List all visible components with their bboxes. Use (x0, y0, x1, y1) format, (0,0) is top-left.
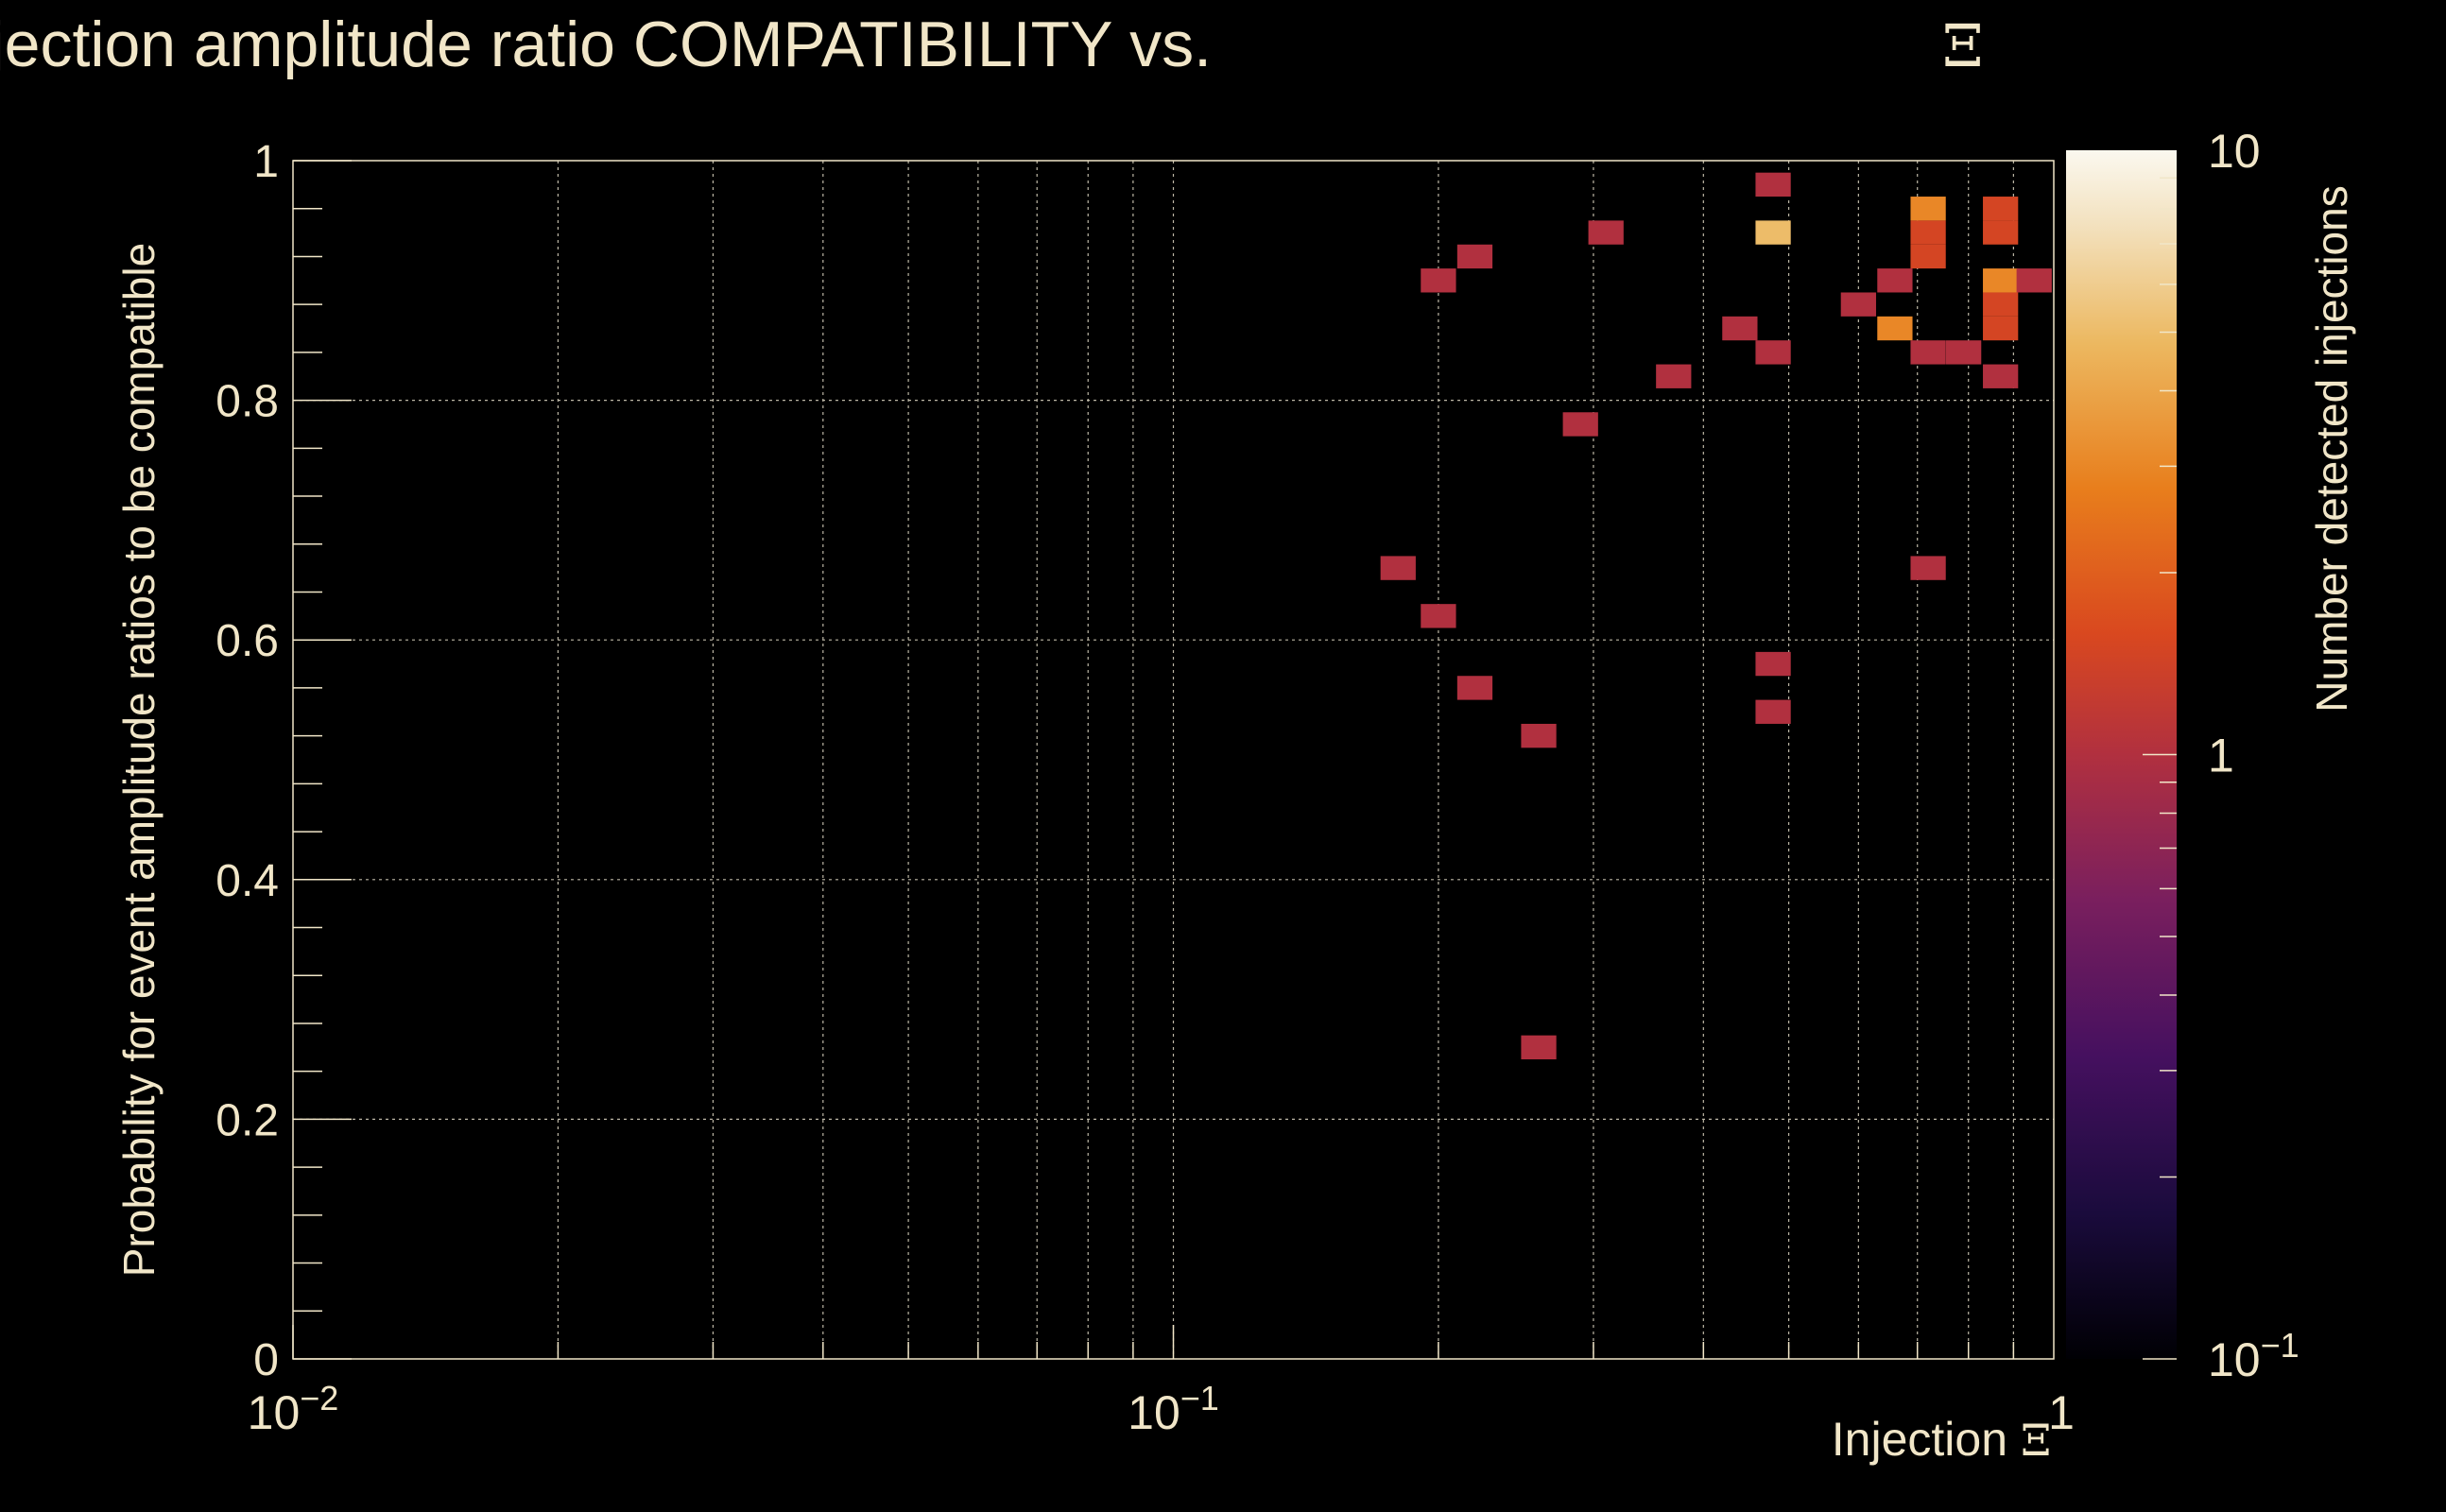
title-xi-symbol: Ξ (1942, 11, 1984, 80)
axis-ticks (292, 160, 2015, 1360)
heatmap-cell (1755, 172, 1791, 198)
heatmap-cell (1983, 197, 2019, 221)
x-tick-exponent: −2 (300, 1379, 338, 1418)
heatmap-cell (1755, 699, 1791, 724)
x-tick-base: 10 (248, 1386, 301, 1439)
x-tick-label: 10−1 (1128, 1379, 1219, 1439)
heatmap-cell (1983, 316, 2019, 341)
heatmap-cell (1983, 268, 2019, 293)
y-axis-label: Probability for event amplitude ratios t… (114, 243, 164, 1277)
x-tick-exponent: −1 (1180, 1379, 1219, 1418)
heatmap-cell (1755, 651, 1791, 677)
x-axis-label: Injection (1832, 1413, 2007, 1466)
color-scale-tick-base: 1 (2208, 730, 2234, 782)
heatmap-cell (1946, 340, 1982, 365)
x-tick-labels: 10−2 10−1 1 (248, 1379, 2075, 1439)
y-tick-labels: 0 0.2 0.4 0.6 0.8 1 (215, 137, 279, 1385)
heatmap-cell (1588, 220, 1624, 245)
heatmap-cell (1722, 316, 1758, 341)
x-tick-base: 1 (2048, 1386, 2075, 1439)
color-scale-tick-label: 10 (2208, 125, 2261, 178)
heatmap-cell (1910, 220, 1946, 245)
heatmap-cell (1840, 292, 1876, 317)
heatmap-cell (1910, 197, 1946, 221)
heatmap-cell (1456, 244, 1493, 269)
color-scale-tick-label: 1 (2208, 730, 2234, 782)
heatmap-cell (1877, 268, 1913, 293)
x-tick-label: 1 (2048, 1386, 2075, 1439)
y-tick-label: 0.4 (215, 856, 279, 906)
color-scale-tick-base: 10 (2208, 125, 2261, 178)
heatmap-cell (1421, 604, 1456, 628)
color-scale-tick-exponent: −1 (2261, 1326, 2300, 1365)
y-tick-label: 1 (253, 137, 279, 187)
heatmap-cell (1421, 268, 1456, 293)
x-axis-xi-symbol: Ξ (2021, 1415, 2051, 1466)
heatmap-cell (1456, 676, 1493, 700)
heatmap-cell (1755, 340, 1791, 365)
heatmap-cell (1910, 556, 1946, 580)
heatmap-cell (1910, 244, 1946, 269)
heatmap-cell (1521, 723, 1557, 748)
color-scale-label: Number detected injections (2307, 185, 2356, 712)
color-scale-tick-label: 10−1 (2208, 1326, 2300, 1386)
heatmap-cell (1380, 556, 1416, 580)
heatmap-cell (2016, 268, 2052, 293)
color-scale-tick-base: 10 (2208, 1333, 2261, 1386)
heatmap-cell (1877, 316, 1913, 341)
heatmap-cell (1656, 364, 1692, 388)
heatmap-cell (1983, 292, 2019, 317)
heatmap-cells (1380, 172, 2052, 1059)
heatmap-cell (1983, 220, 2019, 245)
y-tick-label: 0 (253, 1335, 279, 1385)
y-tick-label: 0.2 (215, 1095, 279, 1145)
color-scale-ticks (2143, 177, 2177, 1360)
heatmap-cell (1910, 340, 1946, 365)
heatmap-cell (1983, 364, 2019, 388)
chart-title: Injection amplitude ratio COMPATIBILITY … (0, 9, 1212, 80)
heatmap-cell (1562, 412, 1598, 437)
x-tick-label: 10−2 (248, 1379, 339, 1439)
heatmap-cell (1521, 1035, 1557, 1059)
y-tick-label: 0.6 (215, 616, 279, 666)
y-tick-label: 0.8 (215, 377, 279, 427)
heatmap-cell (1755, 220, 1791, 245)
x-tick-base: 10 (1128, 1386, 1180, 1439)
